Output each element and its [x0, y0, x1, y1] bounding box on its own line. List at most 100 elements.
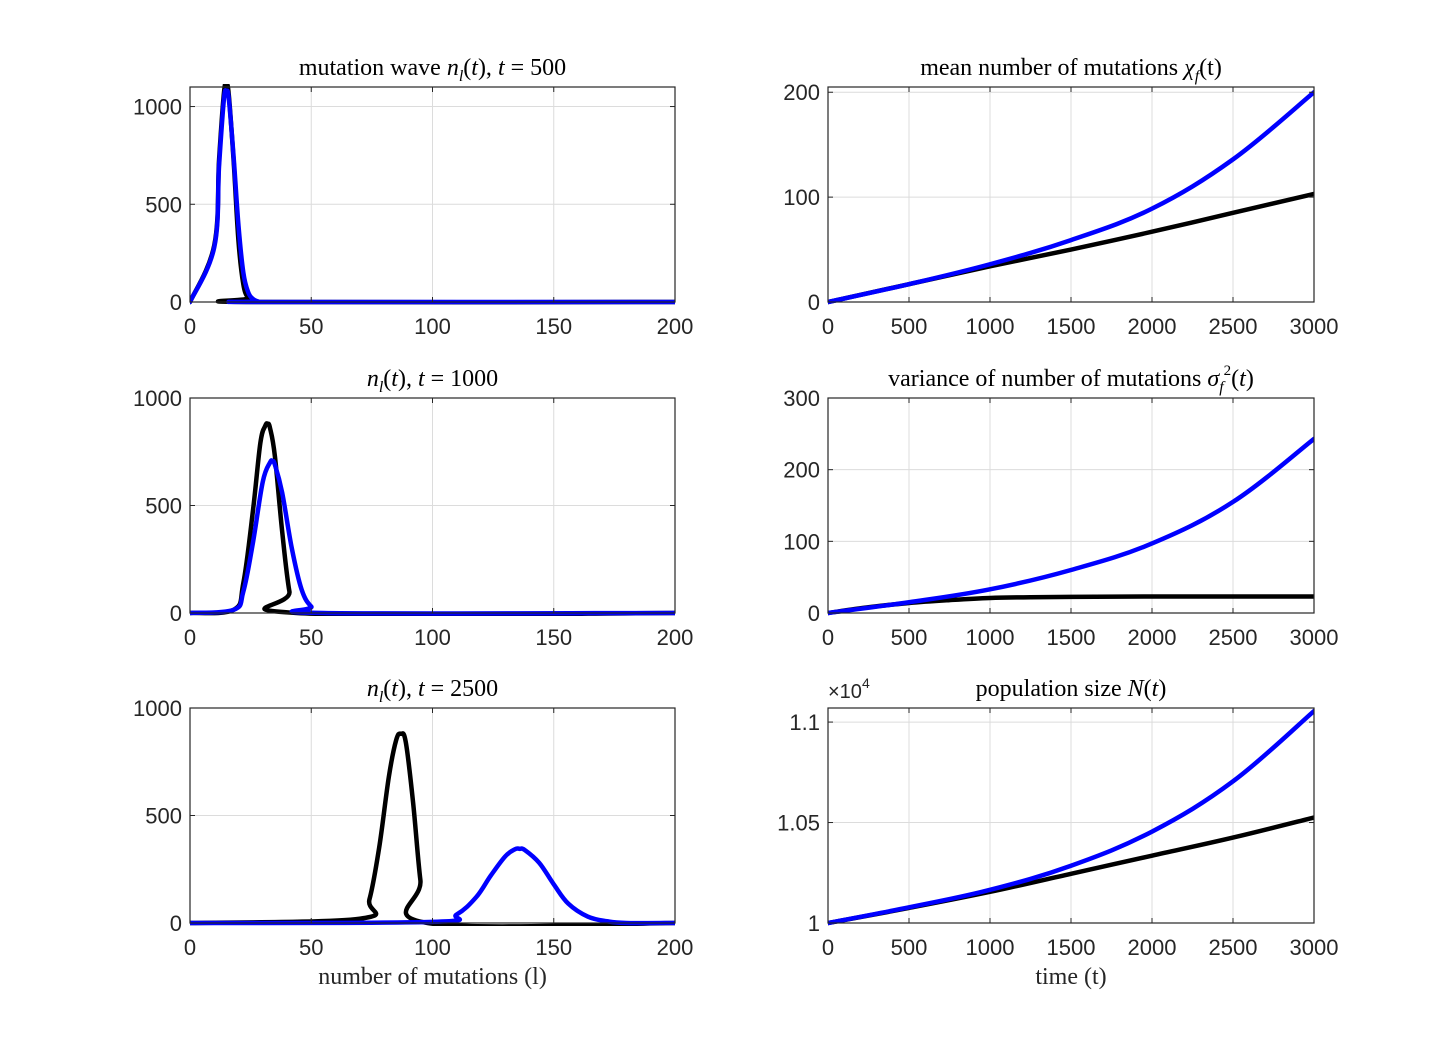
chart-title-part: N: [1127, 676, 1146, 702]
y-tick-label: 0: [170, 290, 182, 315]
x-tick-label: 3000: [1290, 625, 1339, 650]
x-tick-label: 150: [535, 314, 572, 339]
y-tick-label: 1000: [133, 386, 182, 411]
chart-title-part: ),: [398, 676, 418, 702]
y-tick-label: 1.05: [777, 811, 820, 836]
chart-title-part: t: [1239, 366, 1247, 392]
chart-title-part: (: [463, 55, 471, 81]
x-tick-label: 100: [414, 625, 451, 650]
y-tick-label: 300: [783, 386, 820, 411]
series-line-blue: [828, 436, 1314, 616]
y-tick-label: 1000: [133, 95, 182, 120]
x-tick-label: 50: [299, 625, 323, 650]
x-tick-label: 1000: [966, 625, 1015, 650]
chart-title-part: t: [418, 676, 426, 702]
chart-title-part: χ: [1182, 55, 1196, 81]
chart-title-part: t: [471, 55, 479, 81]
chart-title-part: (: [383, 676, 391, 702]
chart-title-part: = 2500: [425, 676, 499, 702]
chart-title: variance of number of mutations σf2(t): [888, 363, 1254, 396]
chart-title: population size N(t): [976, 676, 1167, 702]
chart-title-part: n: [367, 676, 379, 702]
x-tick-label: 2500: [1209, 935, 1258, 960]
x-tick-label: 200: [657, 935, 694, 960]
chart-title-part: ),: [478, 55, 498, 81]
chart-title-part: (t): [1199, 55, 1222, 81]
x-tick-label: 150: [535, 625, 572, 650]
y-tick-label: 100: [783, 529, 820, 554]
chart-title-part: t: [1152, 676, 1160, 702]
series-line-blue: [828, 708, 1314, 926]
chart-title-part: variance of number of mutations: [888, 366, 1207, 392]
series-line-black: [190, 731, 675, 926]
x-tick-label: 50: [299, 935, 323, 960]
x-tick-label: 1000: [966, 314, 1015, 339]
series-line-blue: [190, 458, 675, 616]
x-tick-label: 0: [184, 935, 196, 960]
x-tick-label: 2000: [1128, 314, 1177, 339]
y-exponent-label: ×104: [828, 675, 870, 703]
y-tick-label: 0: [808, 601, 820, 626]
x-tick-label: 3000: [1290, 314, 1339, 339]
y-exponent-power: 4: [862, 675, 870, 691]
x-tick-label: 1500: [1047, 935, 1096, 960]
subplot-mean: 0 500 1000 1500 2000 2500 3000 0 100 200 mean numb…: [783, 55, 1338, 339]
y-tick-label: 1.1: [789, 710, 820, 735]
x-tick-label: 500: [891, 935, 928, 960]
y-tick-label: 200: [783, 80, 820, 105]
x-tick-label: 1500: [1047, 314, 1096, 339]
x-tick-label: 50: [299, 314, 323, 339]
chart-title-part: t: [391, 366, 399, 392]
y-tick-label: 1: [808, 911, 820, 936]
y-tick-label: 500: [145, 804, 182, 829]
series-line-blue: [828, 89, 1314, 305]
x-tick-label: 500: [891, 314, 928, 339]
x-tick-label: 3000: [1290, 935, 1339, 960]
y-tick-label: 500: [145, 192, 182, 217]
chart-title-part: n: [447, 55, 459, 81]
x-tick-label: 2500: [1209, 625, 1258, 650]
x-tick-label: 0: [184, 314, 196, 339]
subplot-variance: 0 500 1000 1500 2000 2500 3000 0 100 200 300 varian…: [783, 363, 1338, 650]
y-tick-label: 500: [145, 494, 182, 519]
chart-title-part: (: [383, 366, 391, 392]
chart-title-part: t: [418, 366, 426, 392]
x-tick-label: 200: [657, 314, 694, 339]
x-tick-label: 2000: [1128, 935, 1177, 960]
y-tick-label: 0: [170, 911, 182, 936]
chart-title-part: (: [1231, 366, 1239, 392]
chart-title-part: σ: [1207, 366, 1220, 392]
chart-title-part: l: [379, 379, 384, 396]
y-tick-label: 1000: [133, 696, 182, 721]
series-line-blue: [190, 846, 675, 926]
x-tick-label: 150: [535, 935, 572, 960]
x-tick-label: 0: [822, 935, 834, 960]
chart-title-part: mean number of mutations: [920, 55, 1184, 81]
chart-title-part: ),: [398, 366, 418, 392]
x-tick-label: 100: [414, 314, 451, 339]
x-tick-label: 0: [184, 625, 196, 650]
chart-title: mean number of mutations χf(t): [920, 55, 1222, 85]
chart-title-part: n: [367, 366, 379, 392]
chart-title-part: mutation wave: [299, 55, 447, 81]
x-axis-label: time (t): [1035, 964, 1106, 990]
subplot-population: 0 500 1000 1500 2000 2500 3000 1 1.05 1.1 populati…: [777, 675, 1338, 990]
x-axis-label: number of mutations (l): [318, 964, 547, 990]
chart-title-part: l: [379, 689, 384, 706]
x-tick-label: 2000: [1128, 625, 1177, 650]
chart-title: nl(t), t = 1000: [367, 366, 498, 396]
x-tick-label: 0: [822, 314, 834, 339]
y-tick-label: 100: [783, 185, 820, 210]
x-tick-label: 2500: [1209, 314, 1258, 339]
chart-title-part: = 500: [505, 55, 567, 81]
chart-title-part: = 1000: [425, 366, 499, 392]
chart-title-part: f: [1219, 379, 1226, 396]
chart-title-part: (: [1144, 676, 1152, 702]
x-tick-label: 200: [657, 625, 694, 650]
y-tick-label: 200: [783, 458, 820, 483]
chart-title-part: population size: [976, 676, 1128, 702]
